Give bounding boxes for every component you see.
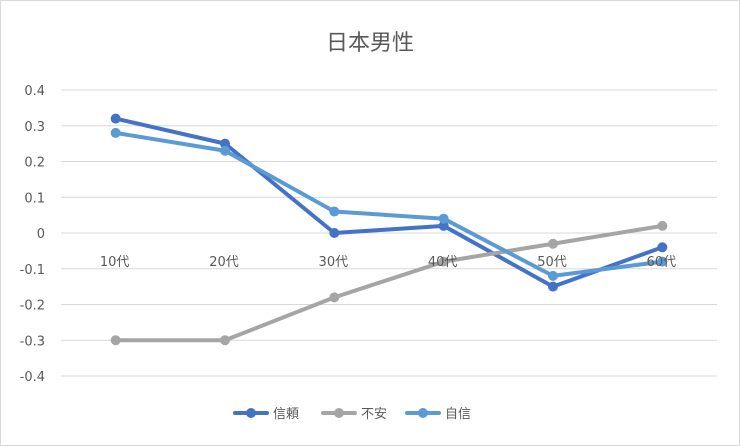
- data-point: [548, 281, 558, 292]
- y-tick-label: -0.1: [20, 263, 45, 278]
- y-tick-label: 0.2: [24, 156, 45, 171]
- x-category-label: 60代: [647, 255, 677, 270]
- data-point: [220, 138, 230, 149]
- data-point: [438, 213, 449, 224]
- chart-title: 日本男性: [326, 31, 414, 56]
- data-point: [220, 145, 230, 156]
- data-point: [329, 228, 340, 238]
- legend-label: 信頼: [273, 407, 299, 422]
- data-point: [329, 292, 340, 303]
- legend-item: 不安: [321, 407, 387, 422]
- x-category-label: 40代: [428, 255, 458, 270]
- series-1: [110, 113, 668, 292]
- y-axis-ticks: 0.4 0.3 0.2 0.1 0 -0.1 -0.2 -0.3 -0.4: [20, 84, 45, 385]
- y-tick-label: 0.3: [24, 120, 45, 135]
- data-point: [110, 335, 121, 346]
- y-tick-label: 0.1: [24, 191, 45, 206]
- data-point: [548, 270, 558, 281]
- data-point: [110, 127, 121, 138]
- series-2: [110, 220, 668, 346]
- data-point: [220, 335, 230, 346]
- legend-marker: [246, 408, 256, 418]
- series-line: [113, 130, 665, 278]
- x-axis-categories: 10代 20代 30代 40代 50代 60代: [100, 255, 676, 270]
- legend-label: 自信: [445, 407, 471, 422]
- data-point: [657, 220, 668, 231]
- data-point: [548, 238, 558, 249]
- legend-marker: [334, 408, 344, 418]
- data-point: [110, 113, 121, 124]
- y-tick-label: -0.4: [20, 370, 45, 385]
- legend-item: 自信: [405, 407, 471, 422]
- legend-item: 信頼: [233, 407, 299, 422]
- series-lines: [110, 113, 668, 346]
- x-category-label: 20代: [209, 255, 239, 270]
- legend-marker: [418, 408, 428, 418]
- y-tick-label: -0.2: [20, 299, 45, 314]
- x-category-label: 10代: [100, 255, 130, 270]
- y-tick-label: 0: [37, 227, 45, 242]
- data-point: [657, 256, 668, 267]
- series-3: [110, 127, 668, 281]
- data-point: [438, 256, 449, 267]
- series-line: [113, 116, 665, 289]
- gridlines: [61, 89, 717, 377]
- y-tick-label: 0.4: [24, 84, 45, 99]
- x-category-label: 30代: [319, 255, 349, 270]
- series-line: [113, 223, 665, 343]
- data-point: [438, 220, 449, 231]
- x-category-label: 50代: [537, 255, 567, 270]
- data-point: [329, 206, 340, 217]
- legend-label: 不安: [361, 407, 387, 422]
- data-point: [657, 242, 668, 253]
- legend: 信頼 不安 自信: [233, 407, 471, 422]
- y-tick-label: -0.3: [20, 334, 45, 349]
